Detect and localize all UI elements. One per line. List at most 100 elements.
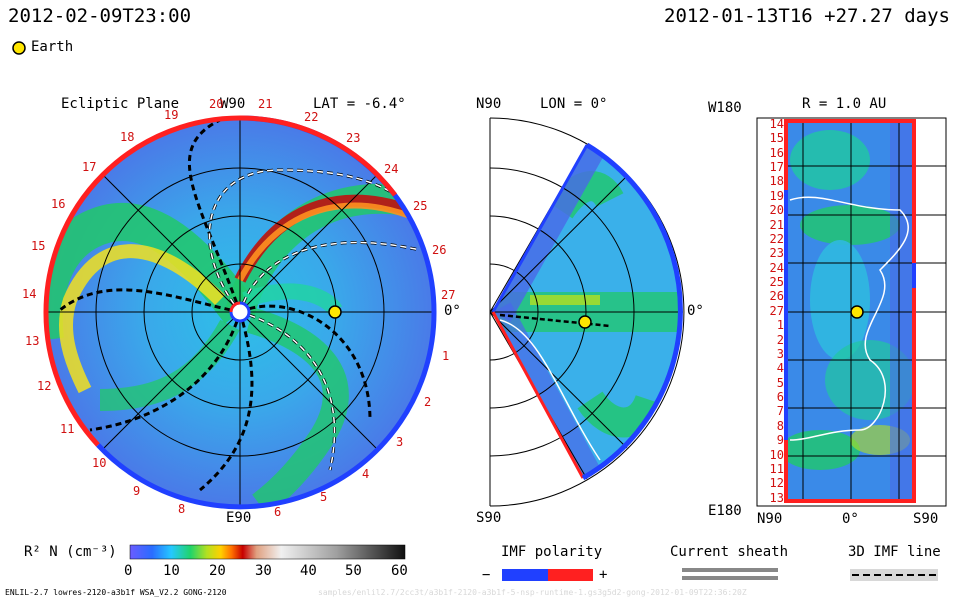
radial-y-label: 20 bbox=[769, 203, 784, 218]
radial-0deg-label: 0° bbox=[842, 511, 859, 527]
ecliptic-plane-panel[interactable] bbox=[43, 115, 445, 510]
carr-lon-label: 25 bbox=[413, 199, 428, 213]
carr-lon-label: 5 bbox=[320, 490, 328, 504]
radial-y-label: 10 bbox=[769, 447, 784, 462]
imf-polarity-positive-swatch bbox=[548, 569, 593, 581]
carr-lon-label: 9 bbox=[133, 484, 141, 498]
carr-lon-label: 16 bbox=[51, 197, 66, 211]
imf-minus-label: − bbox=[482, 567, 491, 583]
density-spiral-arms bbox=[46, 183, 434, 506]
earth-marker-meridional[interactable] bbox=[578, 315, 592, 329]
radial-w180-label: W180 bbox=[708, 100, 742, 116]
radial-e180-label: E180 bbox=[708, 503, 742, 519]
carr-lon-label: 22 bbox=[304, 110, 319, 124]
meridional-panel[interactable] bbox=[489, 117, 700, 507]
colorbar-tick: 20 bbox=[209, 563, 226, 579]
imf3d-swatch bbox=[850, 569, 938, 581]
carr-lon-label: 10 bbox=[92, 456, 107, 470]
carr-lon-label: 4 bbox=[362, 467, 370, 481]
radial-y-label: 5 bbox=[776, 375, 784, 390]
colorbar-tick: 50 bbox=[345, 563, 362, 579]
radial-y-label: 17 bbox=[769, 160, 784, 175]
radial-y-label: 1 bbox=[776, 318, 784, 333]
colorbar-tick: 10 bbox=[163, 563, 180, 579]
carr-lon-label: 24 bbox=[384, 162, 399, 176]
radial-y-label: 19 bbox=[769, 188, 784, 203]
radial-y-label: 15 bbox=[769, 131, 784, 146]
current-sheath-label: Current sheath bbox=[670, 544, 789, 560]
meridional-title: LON = 0° bbox=[540, 96, 608, 112]
radial-y-label: 4 bbox=[776, 361, 784, 376]
current-sheath-swatch bbox=[682, 568, 778, 572]
radial-title: R = 1.0 AU bbox=[802, 96, 887, 112]
imf3d-label: 3D IMF line bbox=[848, 544, 941, 560]
ecliptic-lat-label: LAT = -6.4° bbox=[313, 96, 406, 112]
carr-lon-label: 17 bbox=[82, 160, 97, 174]
carr-lon-label: 2 bbox=[424, 395, 432, 409]
meridional-0deg-label: 0° bbox=[687, 303, 704, 319]
radial-y-label: 27 bbox=[769, 303, 784, 318]
run-time-label: 2012-01-13T16 +27.27 days bbox=[664, 5, 950, 27]
earth-legend-icon bbox=[12, 41, 26, 55]
density-colorbar bbox=[129, 544, 406, 560]
colorbar-tick: 30 bbox=[255, 563, 272, 579]
radial-y-label: 24 bbox=[769, 260, 784, 275]
colorbar-label: R² N (cm⁻³) bbox=[24, 544, 117, 560]
carr-lon-label: 3 bbox=[396, 435, 404, 449]
polarity-ring-red bbox=[43, 115, 241, 447]
radial-panel[interactable] bbox=[756, 117, 947, 507]
carr-lon-label: 19 bbox=[164, 108, 179, 122]
meridional-s90-label: S90 bbox=[476, 510, 502, 526]
imf-polarity-negative-swatch bbox=[502, 569, 548, 581]
carr-lon-label: 23 bbox=[346, 131, 361, 145]
radial-y-label: 9 bbox=[776, 433, 784, 448]
radial-n90-label: N90 bbox=[757, 511, 783, 527]
carr-lon-label: 11 bbox=[60, 422, 75, 436]
carr-lon-label: 18 bbox=[120, 130, 135, 144]
carr-lon-label: 26 bbox=[432, 243, 447, 257]
radial-y-label: 11 bbox=[769, 461, 784, 476]
carr-lon-label: 12 bbox=[37, 379, 52, 393]
radial-y-label: 13 bbox=[769, 490, 784, 505]
carr-lon-label: 21 bbox=[258, 97, 273, 111]
carr-lon-label: 1 bbox=[442, 349, 450, 363]
radial-y-label: 3 bbox=[776, 346, 784, 361]
radial-y-label: 22 bbox=[769, 231, 784, 246]
footer-model-label: ENLIL-2.7 lowres-2120-a3b1f WSA_V2.2 GON… bbox=[5, 588, 227, 597]
carr-lon-label: 20 bbox=[209, 97, 224, 111]
radial-y-label: 7 bbox=[776, 404, 784, 419]
earth-legend-label: Earth bbox=[31, 39, 74, 55]
imf-polarity-label: IMF polarity bbox=[501, 544, 603, 560]
radial-y-label: 6 bbox=[776, 390, 784, 405]
carr-lon-label: 15 bbox=[31, 239, 46, 253]
radial-y-label: 25 bbox=[769, 275, 784, 290]
model-time-label: 2012-02-09T23:00 bbox=[8, 5, 192, 27]
radial-y-label: 18 bbox=[769, 174, 784, 189]
radial-y-label: 8 bbox=[776, 418, 784, 433]
carr-lon-label: 13 bbox=[25, 334, 40, 348]
radial-y-label: 12 bbox=[769, 476, 784, 491]
radial-y-label: 14 bbox=[769, 117, 784, 131]
colorbar-tick: 0 bbox=[124, 563, 133, 579]
footer-path-label: samples/enlil2.7/2cc3t/a3b1f-2120-a3b1f-… bbox=[318, 588, 747, 597]
radial-y-label: 21 bbox=[769, 217, 784, 232]
radial-y-label: 23 bbox=[769, 246, 784, 261]
ecliptic-title: Ecliptic Plane bbox=[61, 96, 180, 112]
carr-lon-label: 8 bbox=[178, 502, 186, 516]
carr-lon-label: 6 bbox=[274, 505, 282, 519]
earth-marker-ecliptic[interactable] bbox=[328, 305, 342, 319]
colorbar-tick: 60 bbox=[391, 563, 408, 579]
radial-y-label: 2 bbox=[776, 332, 784, 347]
earth-marker-radial[interactable] bbox=[850, 305, 864, 319]
carr-lon-label: 14 bbox=[22, 287, 37, 301]
ecliptic-0deg-label: 0° bbox=[444, 303, 461, 319]
radial-y-label: 16 bbox=[769, 145, 784, 160]
colorbar-tick: 40 bbox=[300, 563, 317, 579]
ecliptic-w90-label: W90 bbox=[220, 96, 246, 112]
meridional-n90-label: N90 bbox=[476, 96, 502, 112]
radial-y-label: 26 bbox=[769, 289, 784, 304]
carr-lon-label: 27 bbox=[441, 288, 456, 302]
ecliptic-e90-label: E90 bbox=[226, 510, 252, 526]
radial-s90-label: S90 bbox=[913, 511, 939, 527]
